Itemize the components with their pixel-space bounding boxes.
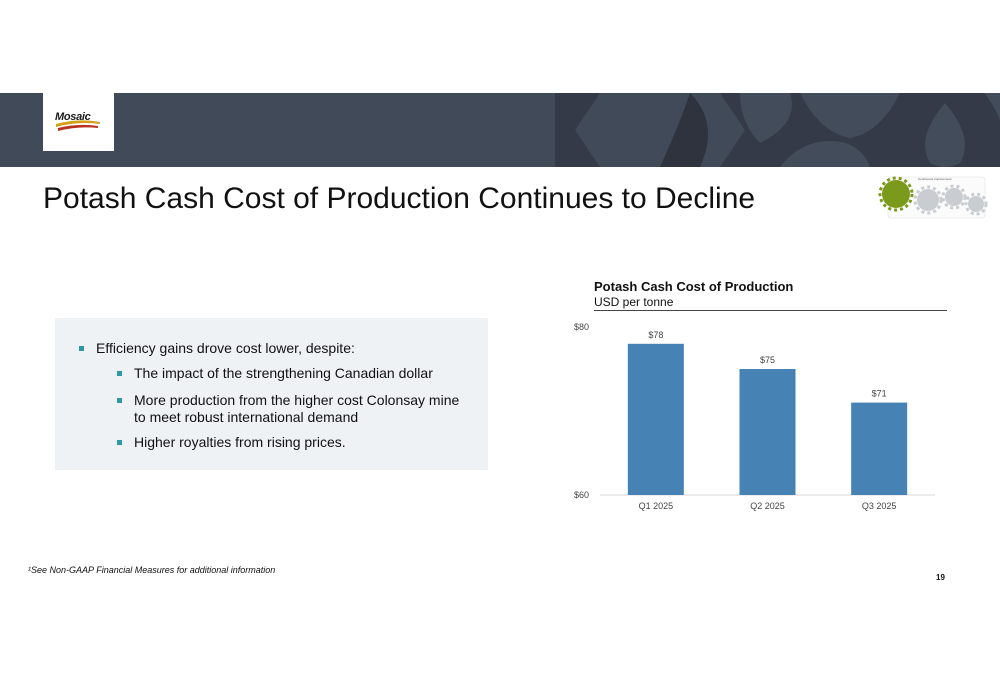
- bar-q3-2025: [851, 402, 908, 495]
- bar-value-label: $78: [648, 330, 663, 340]
- slide-title: Potash Cash Cost of Production Continues…: [43, 182, 756, 215]
- y-tick-label: $60: [574, 490, 589, 500]
- bullet-sub-1-text: The impact of the strengthening Canadian…: [134, 365, 433, 381]
- bar-chart: $60 $80 Q1 2025 Q2 2025 Q3 2025 $78 $75 $71: [574, 322, 935, 511]
- header-petal-shape: [740, 93, 792, 143]
- y-tick-label: $80: [574, 322, 589, 332]
- bar-value-label: $75: [760, 355, 775, 365]
- bar-q1-2025: [627, 343, 684, 495]
- chart-bars-group: $78 $75 $71: [627, 330, 908, 495]
- bullet-sub-1: The impact of the strengthening Canadian…: [117, 365, 433, 382]
- footnote: ¹See Non-GAAP Financial Measures for add…: [28, 565, 276, 575]
- gear-gray-icon-2: [941, 184, 967, 210]
- header-band: [0, 93, 1000, 167]
- gear-green-icon: [878, 176, 914, 212]
- bar-value-label: $71: [872, 389, 887, 399]
- header-drop-edge-shape: [984, 93, 1000, 148]
- gear-gray-icon-3: [964, 192, 988, 216]
- gears-icon: [878, 176, 988, 219]
- bullet-square-icon: [79, 346, 84, 351]
- header-dome-shape: [780, 141, 870, 167]
- logo-box: Mosaic: [43, 93, 114, 151]
- chart-title: Potash Cash Cost of Production: [594, 279, 794, 294]
- header-leaf-shape: [660, 93, 708, 167]
- mosaic-logo-icon: [56, 120, 100, 131]
- header-hexagon-shape: [575, 93, 745, 167]
- x-tick-label: Q3 2025: [862, 501, 897, 511]
- bullet-square-icon: [117, 398, 122, 403]
- chart-subtitle: USD per tonne: [594, 295, 674, 309]
- bullet-sub-2-text: More production from the higher cost Col…: [134, 392, 460, 425]
- chart-title-rule: [594, 310, 947, 311]
- header-arch-shape: [800, 93, 900, 138]
- bullet-sub-2: More production from the higher cost Col…: [117, 392, 464, 426]
- bullet-sub-3-text: Higher royalties from rising prices.: [134, 434, 346, 450]
- bullet-square-icon: [117, 371, 122, 376]
- mosaic-logo-text: Mosaic: [55, 111, 91, 123]
- x-tick-label: Q1 2025: [639, 501, 674, 511]
- header-drop-shape: [925, 103, 965, 167]
- bullet-main: Efficiency gains drove cost lower, despi…: [79, 340, 355, 357]
- bar-q2-2025: [739, 369, 796, 495]
- gear-gray-icon-1: [913, 185, 943, 215]
- gears-caption: Continuous Improvement: [918, 177, 952, 181]
- bullet-main-text: Efficiency gains drove cost lower, despi…: [96, 340, 355, 356]
- page-number: 19: [936, 573, 945, 582]
- header-pattern: [575, 93, 1000, 167]
- bullets-panel: Efficiency gains drove cost lower, despi…: [55, 318, 488, 470]
- bullet-square-icon: [117, 440, 122, 445]
- x-tick-label: Q2 2025: [750, 501, 785, 511]
- bullet-sub-3: Higher royalties from rising prices.: [117, 434, 346, 451]
